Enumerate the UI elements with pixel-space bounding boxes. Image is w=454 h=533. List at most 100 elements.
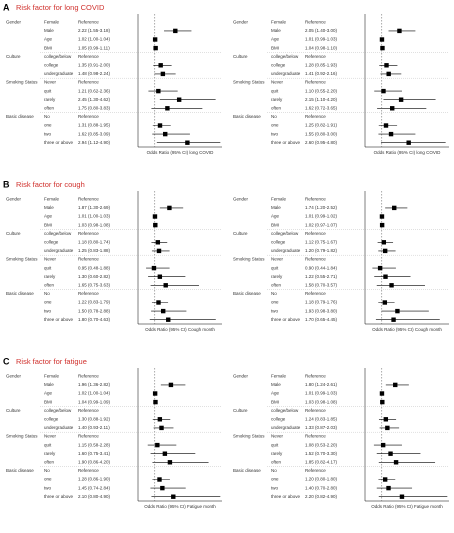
estimate-text: Reference <box>78 291 99 296</box>
level-label: Age <box>44 37 53 42</box>
group-label: Culture <box>233 408 248 413</box>
level-label: college/below <box>271 408 299 413</box>
estimate-text: 2.20 (0.82-4.90) <box>305 494 338 499</box>
estimate-text: 1.41 (0.92-2.16) <box>305 71 338 76</box>
level-label: undergraduate <box>271 71 301 76</box>
estimate-text: 1.40 (0.93-2.11) <box>78 425 110 430</box>
or-square <box>156 300 161 305</box>
group-label: Smoking Status <box>233 257 265 262</box>
level-label: BMI <box>44 399 52 404</box>
level-label: rarely <box>44 97 56 102</box>
or-square <box>389 283 394 288</box>
level-label: college <box>44 62 59 67</box>
estimate-text: Reference <box>305 291 326 296</box>
group-label: Gender <box>233 19 249 24</box>
level-label: Never <box>44 80 57 85</box>
level-label: Female <box>271 19 287 24</box>
level-label: college <box>44 416 59 421</box>
estimate-text: 1.18 (0.79-1.76) <box>305 300 338 305</box>
level-label: college/below <box>44 54 72 59</box>
group-label: Gender <box>6 19 22 24</box>
or-square <box>163 131 168 137</box>
or-square <box>386 71 391 77</box>
estimate-text: 1.22 (0.83-1.79) <box>78 300 111 305</box>
or-square <box>380 442 386 448</box>
level-label: BMI <box>44 45 52 50</box>
level-label: college <box>271 416 286 421</box>
level-label: No <box>44 114 50 119</box>
estimate-text: 1.74 (1.20-2.52) <box>305 205 338 210</box>
estimate-text: 1.03 (0.98-1.08) <box>78 222 111 227</box>
group-label: Culture <box>233 54 248 59</box>
or-square <box>390 106 395 111</box>
estimate-text: 1.52 (0.70-3.30) <box>305 451 338 456</box>
estimate-text: Reference <box>78 54 99 59</box>
level-label: BMI <box>271 399 279 404</box>
group-label: Culture <box>6 408 21 413</box>
level-label: Female <box>44 373 60 378</box>
estimate-text: Reference <box>305 54 326 59</box>
or-square <box>185 140 190 145</box>
or-square <box>384 63 389 68</box>
level-label: Age <box>44 391 53 396</box>
estimate-text: 1.58 (0.70-3.57) <box>305 282 338 287</box>
level-label: undergraduate <box>44 425 74 430</box>
or-square <box>167 460 173 465</box>
or-square <box>379 214 385 219</box>
estimate-text: 1.20 (0.80-1.80) <box>305 477 338 482</box>
level-label: Female <box>44 196 60 201</box>
estimate-text: 2.60 (0.95-4.80) <box>305 140 338 145</box>
level-label: Never <box>44 257 57 262</box>
level-label: three or above <box>44 140 74 145</box>
level-label: two <box>271 131 279 136</box>
or-square <box>382 300 388 305</box>
estimate-text: 1.28 (0.85-1.93) <box>305 62 338 67</box>
estimate-text: 0.90 (0.44-1.84) <box>305 265 338 270</box>
or-square <box>168 382 174 388</box>
group-label: Gender <box>233 196 249 201</box>
or-square <box>167 205 172 211</box>
or-square <box>383 274 388 279</box>
group-label: Culture <box>6 231 21 236</box>
estimate-text: 1.02 (1.00-1.04) <box>78 37 111 42</box>
level-label: one <box>44 123 52 128</box>
or-square <box>161 308 166 314</box>
estimate-text: Reference <box>78 231 99 236</box>
or-square <box>152 214 158 219</box>
level-label: rarely <box>271 274 283 279</box>
estimate-text: Reference <box>78 257 99 262</box>
estimate-text: 1.05 (0.99-1.11) <box>78 45 110 50</box>
group-label: Basic disease <box>6 291 34 296</box>
level-label: No <box>271 468 277 473</box>
estimate-text: 1.25 (0.82-1.91) <box>305 123 338 128</box>
level-label: Age <box>271 37 280 42</box>
level-label: No <box>44 468 50 473</box>
estimate-text: 1.02 (0.97-1.07) <box>305 222 338 227</box>
estimate-text: 2.94 (1.12-4.90) <box>78 140 111 145</box>
or-square <box>159 425 164 431</box>
estimate-text: 1.03 (0.98-1.08) <box>305 399 338 404</box>
level-label: quit <box>44 265 52 270</box>
or-square <box>379 222 385 228</box>
level-label: quit <box>44 442 52 447</box>
or-square <box>391 317 396 322</box>
level-label: college <box>271 239 286 244</box>
estimate-text: 1.87 (1.30-2.69) <box>78 205 111 210</box>
or-square <box>377 265 383 271</box>
estimate-text: Reference <box>305 19 326 24</box>
level-label: quit <box>271 442 279 447</box>
level-label: three or above <box>44 494 74 499</box>
level-label: Male <box>44 205 54 210</box>
level-label: rarely <box>44 274 56 279</box>
estimate-text: Reference <box>78 80 99 85</box>
level-label: two <box>44 485 52 490</box>
estimate-text: 1.62 (0.85-3.09) <box>78 131 111 136</box>
estimate-text: 1.31 (0.88-1.95) <box>78 123 111 128</box>
estimate-text: 1.22 (0.55-2.71) <box>305 274 338 279</box>
estimate-text: Reference <box>305 231 326 236</box>
or-square <box>383 417 389 422</box>
x-axis-label: Odds Ratio (95% CI) Fatigue month <box>371 504 443 509</box>
or-square <box>152 391 158 396</box>
